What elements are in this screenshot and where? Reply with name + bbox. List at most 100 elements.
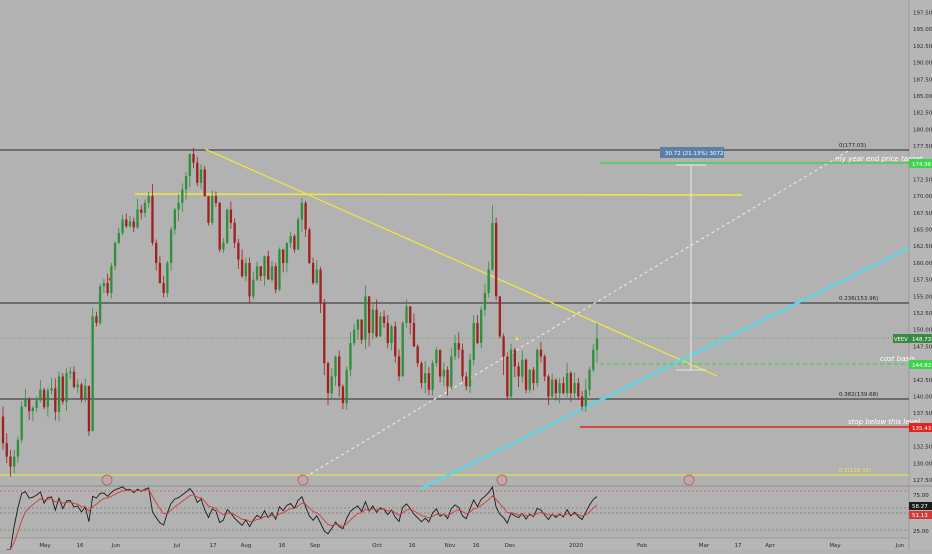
candle <box>360 319 363 344</box>
candle <box>558 378 561 404</box>
earnings-marker[interactable] <box>496 474 508 486</box>
time-tick-label: 16 <box>77 543 84 549</box>
candle <box>158 255 162 284</box>
candle <box>382 310 386 328</box>
candle-body <box>420 363 423 384</box>
rsi-axis-tick: 25.00 <box>913 529 929 535</box>
candle <box>57 371 61 422</box>
candle-body <box>218 202 221 250</box>
candle <box>513 347 516 378</box>
candle <box>394 321 397 363</box>
candle <box>386 315 389 349</box>
candle <box>480 306 483 349</box>
time-tick-label: Aug <box>241 543 252 549</box>
candle <box>255 261 259 281</box>
time-tick-label: 16 <box>279 543 286 549</box>
candle <box>76 379 79 394</box>
time-tick-label: Oct <box>372 543 382 549</box>
candle <box>136 198 139 229</box>
candle-body <box>69 371 72 374</box>
earnings-marker[interactable] <box>101 474 113 486</box>
candle <box>113 241 117 271</box>
candle <box>592 343 595 373</box>
candle-body <box>274 266 277 290</box>
candle-body <box>595 338 599 350</box>
candle <box>528 369 531 394</box>
dividend-dot <box>108 277 112 281</box>
candle-body <box>293 236 296 250</box>
price-tick-label: 162.50 <box>913 244 932 250</box>
candle-body <box>517 366 520 377</box>
cyan-support-trendline[interactable] <box>419 246 910 491</box>
dashed-projection-line[interactable] <box>299 149 851 481</box>
candle-body <box>494 222 498 297</box>
candle <box>547 374 550 406</box>
candle <box>483 283 487 316</box>
fib-label-0382: 0.382(139.68) <box>839 392 878 398</box>
candle <box>259 266 262 281</box>
earnings-marker[interactable] <box>683 474 695 486</box>
year-end-target-annotation: my year end price target <box>835 155 923 163</box>
candle-body <box>539 349 543 357</box>
candle <box>356 319 360 340</box>
candle-body <box>203 169 206 197</box>
candle-body <box>237 242 240 260</box>
candle <box>409 306 412 335</box>
candle-body <box>394 326 397 357</box>
candle-body <box>173 209 177 230</box>
candle <box>442 362 445 386</box>
candle <box>364 285 367 350</box>
yellow-descending-trendline[interactable] <box>204 148 718 377</box>
candle-body <box>427 373 431 390</box>
price-tick-label: 130.00 <box>913 461 932 467</box>
candle-body <box>382 316 386 324</box>
candle <box>102 278 106 293</box>
candle-body <box>480 309 483 344</box>
candle-body <box>57 376 61 412</box>
candle <box>353 323 356 346</box>
candle-body <box>65 373 68 402</box>
time-tick-label: 17 <box>735 543 742 549</box>
candle-body <box>136 209 139 228</box>
time-tick-label: 2020 <box>569 543 583 549</box>
candle <box>199 164 203 189</box>
candle <box>371 304 375 340</box>
candle-body <box>565 373 569 394</box>
candle <box>341 384 345 410</box>
candle-body <box>270 266 274 280</box>
candle-body <box>506 356 509 397</box>
candles <box>1 148 599 477</box>
candle <box>326 361 330 406</box>
rsi-signal-badge <box>909 511 932 519</box>
candle-body <box>319 269 322 303</box>
candle-body <box>528 369 531 390</box>
candle-body <box>405 306 408 324</box>
candle <box>155 239 158 271</box>
candle <box>330 368 333 400</box>
candle <box>125 213 128 229</box>
candle-body <box>225 209 229 243</box>
candle-body <box>248 262 251 297</box>
candle-body <box>330 376 333 394</box>
candle <box>95 311 98 327</box>
candle-body <box>1 416 5 444</box>
rsi-line <box>6 485 598 550</box>
candle-body <box>50 388 53 391</box>
candle-body <box>360 319 363 340</box>
candle-body <box>453 343 457 357</box>
yellow-resistance-line[interactable] <box>134 193 743 196</box>
candle-body <box>113 242 117 267</box>
price-tick-label: 180.00 <box>913 127 932 133</box>
price-tick-label: 155.00 <box>913 294 932 300</box>
candle <box>379 312 382 338</box>
candle <box>304 200 307 237</box>
candle-body <box>188 154 191 177</box>
candle <box>532 367 535 391</box>
price-tick-label: 182.50 <box>913 111 932 117</box>
candle-body <box>196 162 199 183</box>
candle <box>517 362 520 388</box>
earnings-marker[interactable] <box>297 474 309 486</box>
candle <box>311 257 315 285</box>
candle <box>412 313 416 348</box>
candle <box>207 196 210 226</box>
